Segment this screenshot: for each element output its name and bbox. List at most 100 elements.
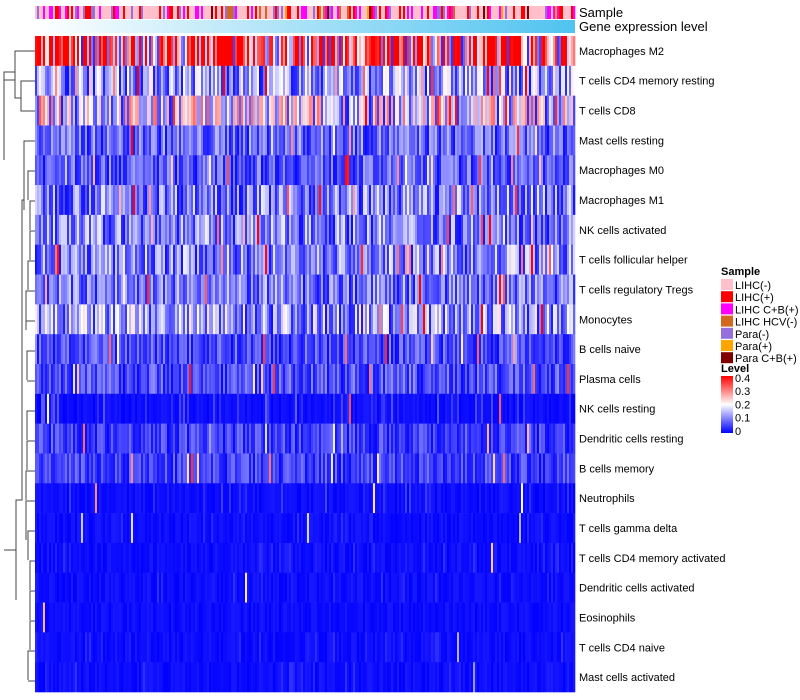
heatmap-cell: [167, 364, 170, 395]
heatmap-cell: [427, 393, 430, 424]
heatmap-cell: [207, 513, 210, 544]
heatmap-cell: [151, 423, 154, 454]
heatmap-cell: [67, 65, 70, 96]
heatmap-cell: [35, 274, 38, 305]
heatmap-cell: [515, 214, 518, 246]
heatmap-cell: [233, 483, 236, 514]
heatmap-cell: [297, 364, 300, 395]
heatmap-cell: [267, 483, 270, 514]
heatmap-cell: [267, 513, 270, 544]
heatmap-cell: [365, 125, 368, 156]
heatmap-cell: [97, 125, 100, 156]
heatmap-cell: [309, 393, 312, 424]
heatmap-cell: [221, 155, 224, 186]
heatmap-cell: [149, 304, 152, 335]
heatmap-cell: [505, 423, 508, 454]
heatmap-cell: [265, 155, 268, 186]
heatmap-cell: [323, 423, 326, 454]
heatmap-cell: [279, 125, 282, 156]
heatmap-cell: [487, 214, 490, 246]
heatmap-cell: [463, 423, 466, 454]
heatmap-cell: [135, 185, 138, 216]
heatmap-cell: [549, 304, 552, 335]
heatmap-cell: [225, 453, 228, 484]
heatmap-cell: [423, 244, 426, 275]
heatmap-cell: [137, 244, 140, 275]
heatmap-cell: [221, 513, 224, 544]
heatmap-cell: [261, 453, 264, 484]
heatmap-cell: [317, 244, 320, 275]
heatmap-cell: [203, 36, 206, 67]
heatmap-cell: [489, 304, 492, 335]
heatmap-cell: [127, 483, 130, 514]
heatmap-cell: [205, 36, 208, 67]
heatmap-cell: [141, 542, 144, 574]
heatmap-cell: [79, 334, 82, 365]
heatmap-cell: [483, 334, 486, 365]
heatmap-cell: [89, 36, 92, 67]
heatmap-cell: [435, 423, 438, 454]
sample-cell: [45, 6, 48, 19]
heatmap-cell: [95, 364, 98, 395]
heatmap-cell: [175, 304, 178, 335]
heatmap-cell: [43, 483, 46, 514]
heatmap-cell: [291, 483, 294, 514]
heatmap-cell: [525, 185, 528, 216]
heatmap-cell: [357, 304, 360, 335]
heatmap-cell: [217, 453, 220, 484]
sample-cell: [467, 6, 470, 19]
sample-cell: [461, 6, 464, 19]
heatmap-cell: [309, 304, 312, 335]
heatmap-cell: [241, 214, 244, 246]
heatmap-cell: [491, 423, 494, 454]
heatmap-cell: [529, 244, 532, 275]
heatmap-cell: [285, 393, 288, 424]
heatmap-cell: [401, 95, 404, 126]
heatmap-cell: [291, 304, 294, 335]
heatmap-cell: [517, 483, 520, 514]
heatmap-cell: [323, 125, 326, 156]
sample-cell: [137, 6, 140, 19]
heatmap-cell: [309, 125, 312, 156]
heatmap-cell: [495, 453, 498, 484]
heatmap-cell: [135, 513, 138, 544]
heatmap-cell: [503, 155, 506, 186]
heatmap-cell: [423, 65, 426, 96]
heatmap-cell: [381, 304, 384, 335]
heatmap-cell: [375, 214, 378, 246]
sample-cell: [93, 6, 96, 19]
heatmap-cell: [385, 423, 388, 454]
heatmap-cell: [41, 393, 44, 424]
heatmap-cell: [293, 393, 296, 424]
heatmap-cell: [303, 125, 306, 156]
heatmap-cell: [489, 36, 492, 67]
heatmap-cell: [167, 483, 170, 514]
heatmap-cell: [155, 542, 158, 574]
heatmap-cell: [265, 423, 268, 454]
heatmap-cell: [273, 542, 276, 574]
sample-cell: [447, 6, 450, 19]
heatmap-cell: [417, 423, 420, 454]
heatmap-cell: [355, 453, 358, 484]
heatmap-cell: [535, 95, 538, 126]
heatmap-cell: [367, 185, 370, 216]
heatmap-cell: [513, 36, 516, 67]
heatmap-cell: [501, 185, 504, 216]
heatmap-cell: [303, 453, 306, 484]
heatmap-cell: [275, 65, 278, 96]
heatmap-cell: [125, 36, 128, 67]
heatmap-cell: [495, 95, 498, 126]
heatmap-cell: [283, 542, 286, 574]
heatmap-cell: [251, 36, 254, 67]
heatmap-cell: [37, 393, 40, 424]
heatmap-cell: [291, 364, 294, 395]
heatmap-cell: [333, 214, 336, 246]
heatmap-cell: [179, 334, 182, 365]
heatmap-cell: [263, 423, 266, 454]
heatmap-cell: [437, 453, 440, 484]
heatmap-cell: [197, 334, 200, 365]
heatmap-cell: [423, 274, 426, 305]
heatmap-cell: [347, 483, 350, 514]
heatmap-cell: [313, 65, 316, 96]
heatmap-cell: [565, 185, 568, 216]
